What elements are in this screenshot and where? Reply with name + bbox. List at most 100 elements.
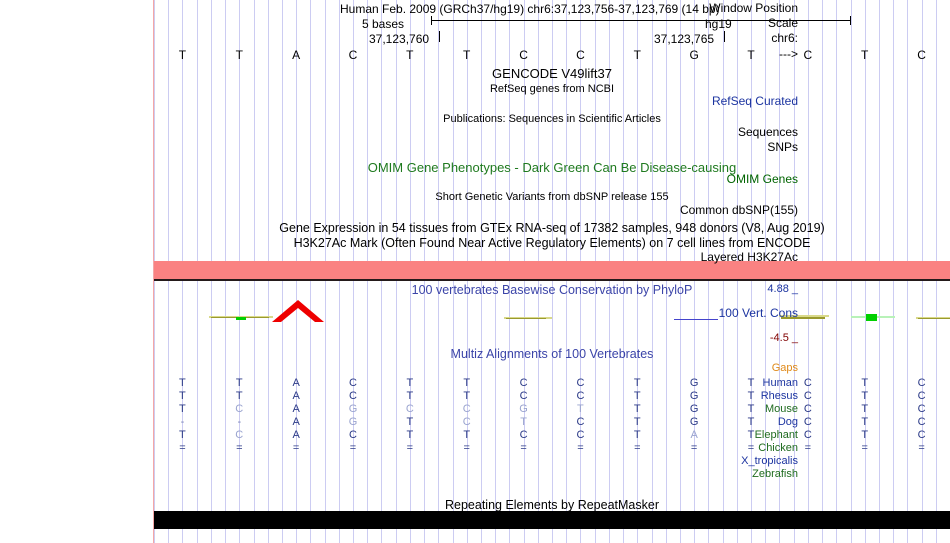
multiz-base: C <box>803 429 812 441</box>
multiz-base: A <box>292 377 300 389</box>
conservation-bar <box>781 317 825 319</box>
multiz-species-label-zebrafish[interactable]: Zebrafish <box>752 468 798 480</box>
track-label-sequences[interactable]: Sequences <box>737 125 798 139</box>
multiz-base: T <box>633 390 641 402</box>
multiz-base: = <box>463 442 470 454</box>
multiz-base: T <box>179 390 186 402</box>
multiz-row-chicken: = = = = = = = = = = = = = = <box>154 442 950 456</box>
ruler-base: T <box>861 48 869 62</box>
track-label-refseq-curated[interactable]: RefSeq Curated <box>711 94 798 108</box>
chrom-label: chr6: <box>771 31 798 45</box>
coordinate-right: 37,123,765 <box>654 32 715 46</box>
track-title-gtex[interactable]: Gene Expression in 54 tissues from GTEx … <box>279 221 825 235</box>
ruler-base: C <box>519 48 528 62</box>
gutter-divider <box>153 0 154 543</box>
multiz-species-label-elephant[interactable]: Elephant <box>754 429 798 441</box>
conservation-axis-min: -4.5 _ <box>769 332 798 344</box>
track-label-common-dbsnp[interactable]: Common dbSNP(155) <box>679 203 798 217</box>
multiz-base: = <box>520 442 527 454</box>
multiz-base: T <box>179 403 186 415</box>
multiz-base: G <box>519 403 528 415</box>
multiz-base: A <box>292 416 300 428</box>
multiz-species-label-chicken[interactable]: Chicken <box>758 442 798 454</box>
multiz-base: = <box>349 442 357 454</box>
multiz-base: A <box>690 429 698 441</box>
ruler-base: C <box>917 48 926 62</box>
coordinate-left-tick <box>439 31 440 42</box>
multiz-base: A <box>292 390 300 402</box>
ruler-base: T <box>633 48 641 62</box>
track-label-repeatmasker[interactable]: RepeatMasker <box>719 512 798 526</box>
track-label-conservation[interactable]: 100 Vert. Cons <box>718 306 798 320</box>
track-title-multiz[interactable]: Multiz Alignments of 100 Vertebrates <box>450 347 654 361</box>
track-title-gencode[interactable]: GENCODE V49lift37 <box>492 66 612 81</box>
multiz-base: C <box>803 390 812 402</box>
multiz-base: = <box>179 442 186 454</box>
track-title-common-dbsnp[interactable]: Short Genetic Variants from dbSNP releas… <box>435 191 669 203</box>
multiz-base: T <box>747 390 755 402</box>
multiz-base: T <box>747 377 755 389</box>
multiz-base: T <box>633 429 641 441</box>
track-label-omim-genes[interactable]: OMIM Genes <box>726 172 798 186</box>
multiz-base: T <box>406 377 414 389</box>
ruler-base: A <box>292 48 301 62</box>
multiz-base: T <box>520 416 527 428</box>
ruler-base: T <box>747 48 755 62</box>
multiz-base: - <box>237 416 242 428</box>
multiz-base: C <box>576 377 585 389</box>
multiz-base: A <box>292 429 300 441</box>
multiz-base: T <box>747 429 755 441</box>
scale-label: Scale <box>767 16 798 30</box>
ruler-base: T <box>178 48 187 62</box>
multiz-base: T <box>633 416 641 428</box>
multiz-species-label-x_tropicalis[interactable]: X_tropicalis <box>741 455 798 467</box>
multiz-base: T <box>406 429 414 441</box>
multiz-base: T <box>235 377 243 389</box>
multiz-species-label-human[interactable]: Human <box>762 377 798 389</box>
multiz-species-label-rhesus[interactable]: Rhesus <box>760 390 798 402</box>
ruler-base: C <box>803 48 813 62</box>
strand-arrow-label: ---> <box>779 47 798 61</box>
ruler-base: G <box>689 48 699 62</box>
multiz-base: C <box>576 429 585 441</box>
multiz-base: C <box>519 377 528 389</box>
track-label-snps[interactable]: SNPs <box>767 140 798 154</box>
window-position-label: Window Position <box>709 1 798 15</box>
multiz-base: C <box>235 429 244 441</box>
multiz-base: G <box>348 403 358 415</box>
h3k27ac-signal-block[interactable] <box>154 261 950 279</box>
multiz-species-label-dog[interactable]: Dog <box>777 416 798 428</box>
conservation-bar <box>506 318 546 319</box>
multiz-base: C <box>803 416 812 428</box>
multiz-gaps-label[interactable]: Gaps <box>771 362 798 374</box>
multiz-base: T <box>861 416 869 428</box>
multiz-species-label-mouse[interactable]: Mouse <box>764 403 798 415</box>
track-title-sequences[interactable]: Publications: Sequences in Scientific Ar… <box>443 113 661 125</box>
multiz-base: G <box>689 403 699 415</box>
conservation-peak-glyph <box>272 300 324 322</box>
multiz-base: C <box>519 429 528 441</box>
ruler-base: T <box>235 48 243 62</box>
track-title-omim-genes[interactable]: OMIM Gene Phenotypes - Dark Green Can Be… <box>367 160 737 175</box>
multiz-base: T <box>406 416 414 428</box>
conservation-axis-max: 4.88 _ <box>767 283 798 295</box>
multiz-base: T <box>406 390 414 402</box>
ruler-base: T <box>406 48 414 62</box>
multiz-base: = <box>236 442 243 454</box>
track-title-layered-h3k27ac[interactable]: H3K27Ac Mark (Often Found Near Active Re… <box>293 236 811 250</box>
multiz-base: C <box>917 403 926 415</box>
multiz-base: T <box>861 403 869 415</box>
multiz-base: T <box>463 429 471 441</box>
multiz-base: C <box>917 377 926 389</box>
multiz-base: T <box>633 403 641 415</box>
ruler-base: C <box>348 48 358 62</box>
track-title-refseq-curated[interactable]: RefSeq genes from NCBI <box>489 83 615 95</box>
track-title-repeatmasker[interactable]: Repeating Elements by RepeatMasker <box>444 498 659 512</box>
track-title-conservation[interactable]: 100 vertebrates Basewise Conservation by… <box>411 283 693 297</box>
multiz-base: = <box>804 442 812 454</box>
repeatmasker-feature-block[interactable] <box>154 511 950 529</box>
track-label-layered-h3k27ac[interactable]: Layered H3K27Ac <box>700 250 798 264</box>
